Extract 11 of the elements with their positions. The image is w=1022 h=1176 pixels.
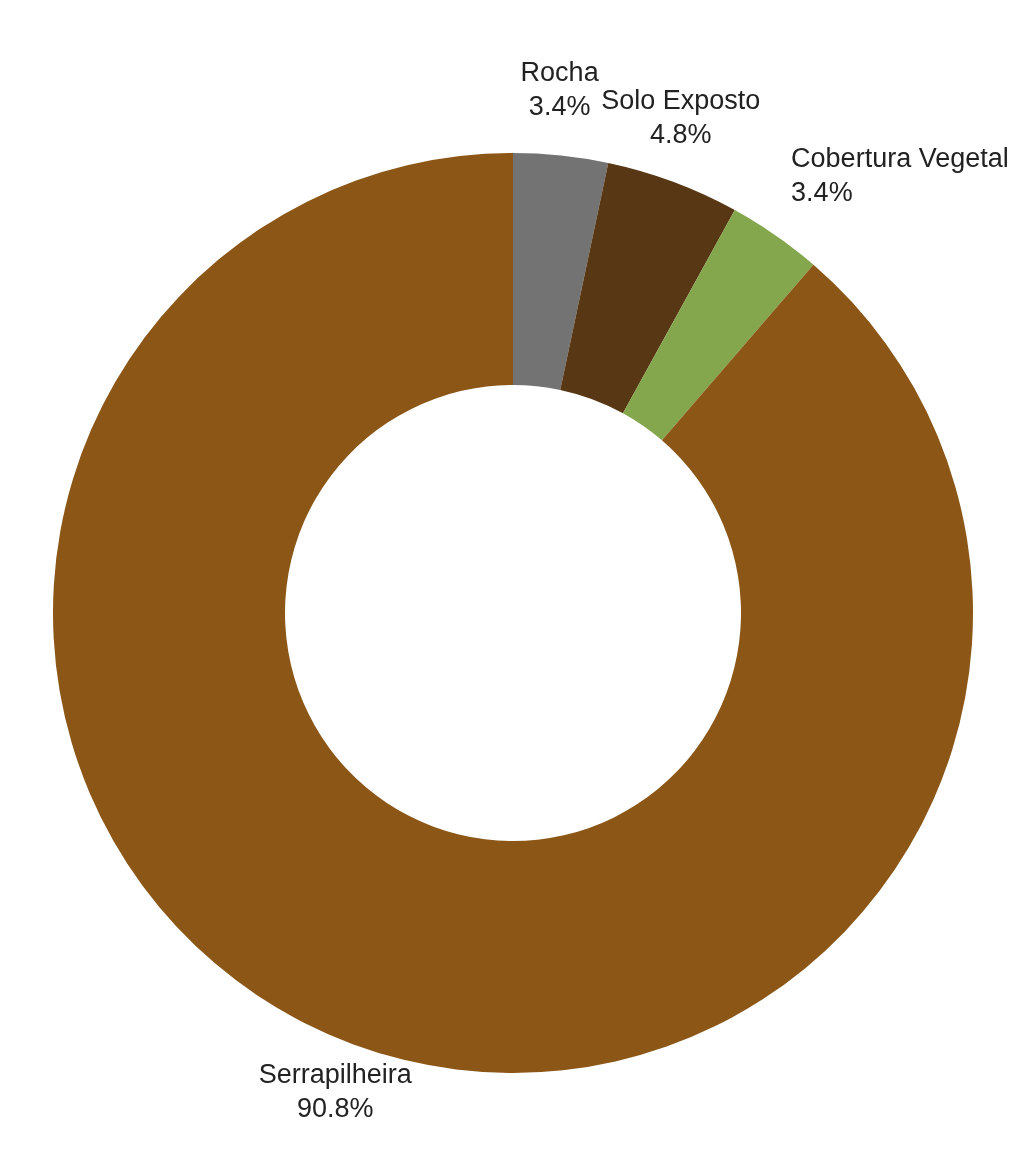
slice-label: Cobertura Vegetal [791,142,1009,173]
data-label: 4.8% [650,119,712,150]
donut-slice [513,153,609,390]
slice-label: Rocha [520,56,600,87]
data-label: 3.4% [528,90,591,121]
data-label: 3.4% [791,176,853,207]
data-label: 90.8% [296,1092,374,1123]
slice-label: Solo Exposto [601,85,761,116]
donut-slice [560,162,735,414]
slice-label: Serrapilheira [258,1058,413,1089]
donut-slice [622,210,814,441]
